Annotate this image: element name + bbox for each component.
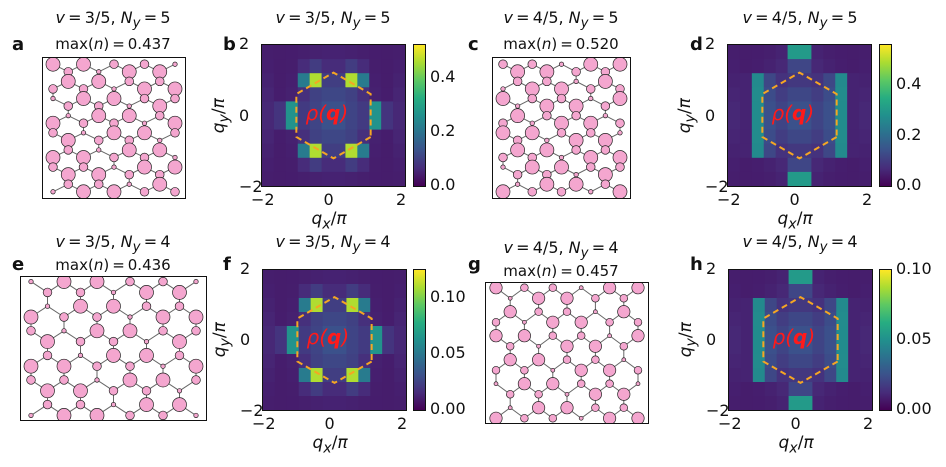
max-density-e: max(n) = 0.436	[55, 256, 171, 274]
xtick-f-0: −2	[252, 414, 276, 433]
rho-annotation-f: ρ(q)	[306, 325, 350, 349]
panel-title-g: v = 4/5, Ny = 4	[503, 238, 619, 262]
max-density-g: max(n) = 0.457	[503, 262, 619, 280]
rho-annotation-h: ρ(q)	[772, 325, 816, 349]
ytick-d-0: 2	[705, 34, 716, 53]
ytick-d-1: 0	[705, 105, 716, 125]
ytick-f-2: −2	[240, 401, 264, 420]
ytick-h-0: 2	[706, 259, 717, 278]
ylabel-b: qy/π	[208, 97, 233, 133]
ytick-b-1: 0	[239, 105, 250, 125]
cbtick-f-1: 0.05	[430, 343, 466, 362]
ytick-f-0: 2	[240, 259, 251, 278]
ytick-b-0: 2	[239, 34, 250, 53]
cbtick-h-1: 0.05	[896, 329, 932, 348]
ytick-d-2: −2	[705, 177, 729, 196]
xtick-b-0: −2	[251, 190, 275, 209]
heatmap-d	[727, 44, 872, 187]
ylabel-h: qy/π	[675, 322, 700, 358]
xtick-b-2: 2	[396, 190, 407, 209]
ytick-h-2: −2	[706, 401, 730, 420]
lattice-c	[492, 56, 631, 200]
xtick-b-1: 0	[323, 190, 334, 209]
xlabel-h: qx/π	[778, 433, 814, 457]
colorbar-d	[879, 44, 892, 187]
panel-label-b: b	[223, 34, 236, 55]
panel-title-h: v = 4/5, Ny = 4	[742, 232, 858, 256]
xtick-d-2: 2	[862, 190, 873, 209]
cbtick-b-0: 0.0	[430, 175, 456, 194]
max-density-c: max(n) = 0.520	[503, 35, 619, 53]
panel-title-f: v = 3/5, Ny = 4	[275, 232, 391, 256]
panel-label-f: f	[223, 254, 231, 275]
lattice-plot-e	[23, 274, 204, 423]
lattice-a	[42, 56, 186, 200]
panel-title-a: v = 3/5, Ny = 5	[55, 8, 171, 32]
panel-label-g: g	[468, 254, 481, 275]
xtick-f-2: 2	[397, 414, 408, 433]
cbtick-d-2: 0.4	[896, 74, 922, 94]
panel-label-a: a	[12, 34, 25, 55]
panel-title-b: v = 3/5, Ny = 5	[275, 8, 391, 32]
xtick-f-1: 0	[324, 414, 335, 433]
cbtick-f-0: 0.00	[430, 399, 466, 418]
cbtick-d-1: 0.2	[896, 124, 922, 144]
lattice-plot-g	[489, 281, 645, 425]
ylabel-d: qy/π	[674, 97, 699, 133]
xtick-h-0: −2	[718, 414, 742, 433]
xtick-d-0: −2	[717, 190, 741, 209]
panel-label-d: d	[690, 34, 703, 55]
rho-annotation-b: ρ(q)	[305, 100, 349, 125]
colorbar-h	[879, 269, 892, 411]
panel-title-d: v = 4/5, Ny = 5	[742, 8, 858, 32]
xlabel-f: qx/π	[312, 433, 348, 457]
xlabel-d: qx/π	[777, 209, 813, 233]
ytick-b-2: −2	[239, 177, 263, 196]
cbtick-f-2: 0.10	[430, 287, 466, 306]
lattice-e	[20, 274, 207, 423]
ytick-h-1: 0	[706, 330, 717, 349]
cbtick-h-2: 0.10	[896, 259, 932, 278]
heatmap-h	[728, 269, 873, 411]
cbtick-b-1: 0.2	[430, 120, 456, 140]
colorbar-f	[413, 269, 426, 411]
panel-label-h: h	[690, 254, 703, 275]
cbtick-d-0: 0.0	[896, 175, 922, 194]
lattice-plot-a	[45, 56, 183, 200]
ytick-f-1: 0	[240, 330, 251, 349]
heatmap-f	[262, 269, 407, 411]
ylabel-f: qy/π	[209, 322, 234, 358]
cbtick-b-2: 0.4	[430, 66, 456, 86]
heatmap-b	[261, 44, 406, 187]
lattice-plot-c	[495, 56, 628, 200]
lattice-g	[485, 281, 649, 425]
panel-title-e: v = 3/5, Ny = 4	[55, 232, 171, 256]
xtick-d-1: 0	[789, 190, 800, 209]
colorbar-b	[413, 44, 426, 187]
xtick-h-2: 2	[863, 414, 874, 433]
max-density-a: max(n) = 0.437	[55, 35, 171, 53]
xlabel-b: qx/π	[311, 209, 347, 233]
panel-label-e: e	[12, 254, 25, 275]
cbtick-h-0: 0.00	[896, 399, 932, 418]
xtick-h-1: 0	[790, 414, 801, 433]
panel-label-c: c	[468, 34, 479, 55]
rho-annotation-d: ρ(q)	[771, 100, 815, 125]
panel-title-c: v = 4/5, Ny = 5	[503, 8, 619, 32]
